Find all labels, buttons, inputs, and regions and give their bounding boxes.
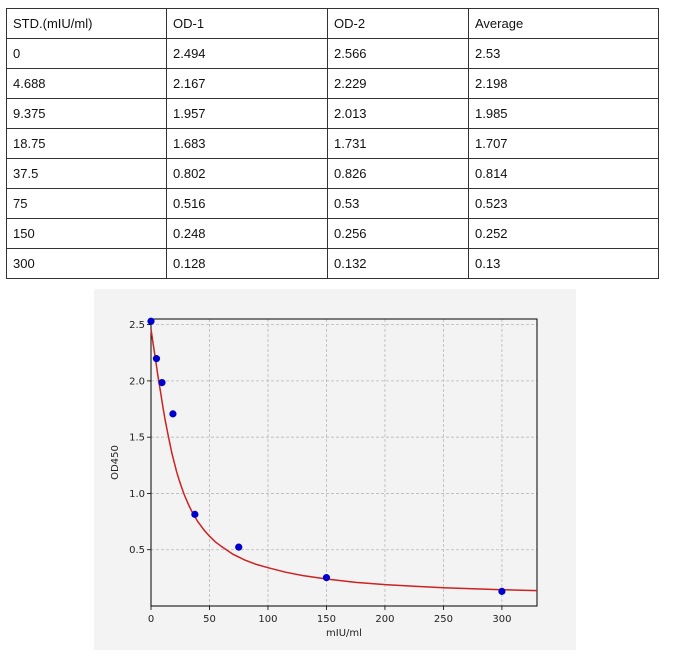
cell-od2: 0.256 — [327, 218, 469, 249]
standard-curve-table: STD.(mIU/ml) OD-1 OD-2 Average 0 2.494 2… — [6, 8, 659, 279]
y-tick-label: 2.5 — [129, 320, 145, 331]
table-row: 150 0.248 0.256 0.252 — [6, 218, 659, 249]
y-tick-label: 0.5 — [129, 545, 145, 556]
cell-average: 0.523 — [468, 188, 659, 219]
cell-average: 2.53 — [468, 38, 659, 69]
cell-od2: 0.132 — [327, 248, 469, 279]
cell-std: 0 — [6, 38, 167, 69]
data-point — [147, 317, 155, 325]
header-average: Average — [468, 8, 659, 39]
cell-od1: 1.683 — [166, 128, 328, 159]
cell-od1: 0.128 — [166, 248, 328, 279]
table-row: 18.75 1.683 1.731 1.707 — [6, 128, 659, 159]
fit-curve — [150, 328, 538, 592]
cell-average: 1.985 — [468, 98, 659, 129]
data-point — [191, 510, 199, 518]
table-row: 37.5 0.802 0.826 0.814 — [6, 158, 659, 189]
header-std: STD.(mIU/ml) — [6, 8, 167, 39]
cell-od1: 0.248 — [166, 218, 328, 249]
cell-od1: 1.957 — [166, 98, 328, 129]
cell-std: 300 — [6, 248, 167, 279]
table-row: 4.688 2.167 2.229 2.198 — [6, 68, 659, 99]
header-od1: OD-1 — [166, 8, 328, 39]
cell-std: 75 — [6, 188, 167, 219]
y-tick-label: 2.0 — [129, 376, 145, 387]
cell-od2: 0.826 — [327, 158, 469, 189]
cell-od1: 0.802 — [166, 158, 328, 189]
cell-od2: 1.731 — [327, 128, 469, 159]
table-header-row: STD.(mIU/ml) OD-1 OD-2 Average — [6, 8, 659, 39]
point-layer — [147, 317, 506, 595]
data-point — [235, 543, 243, 551]
cell-od2: 2.566 — [327, 38, 469, 69]
table-row: 300 0.128 0.132 0.13 — [6, 248, 659, 279]
tick-layer: 0 50 100 150 200 250 300 0.5 1.0 1.5 2.0 2.5 — [129, 320, 511, 625]
cell-std: 150 — [6, 218, 167, 249]
header-od2: OD-2 — [327, 8, 469, 39]
cell-average: 0.252 — [468, 218, 659, 249]
plot-frame — [150, 318, 538, 607]
x-tick-label: 300 — [492, 614, 511, 625]
data-point — [322, 574, 331, 582]
cell-std: 37.5 — [6, 158, 167, 189]
x-tick-label: 50 — [203, 614, 216, 625]
cell-od2: 2.229 — [327, 68, 469, 99]
cell-od2: 2.013 — [327, 98, 469, 129]
cell-std: 18.75 — [6, 128, 167, 159]
cell-od1: 0.516 — [166, 188, 328, 219]
data-point — [169, 410, 177, 418]
cell-average: 2.198 — [468, 68, 659, 99]
cell-average: 1.707 — [468, 128, 659, 159]
y-tick-label: 1.0 — [129, 489, 145, 500]
cell-od1: 2.167 — [166, 68, 328, 99]
y-tick-label: 1.5 — [129, 433, 145, 444]
x-tick-label: 250 — [434, 614, 453, 625]
x-tick-label: 200 — [375, 614, 394, 625]
data-point — [158, 378, 166, 387]
data-point — [152, 355, 161, 363]
table-row: 75 0.516 0.53 0.523 — [6, 188, 659, 219]
cell-average: 0.814 — [468, 158, 659, 189]
table-row: 0 2.494 2.566 2.53 — [6, 38, 659, 69]
table-row: 9.375 1.957 2.013 1.985 — [6, 98, 659, 129]
cell-average: 0.13 — [468, 248, 659, 279]
cell-od1: 2.494 — [166, 38, 328, 69]
x-tick-label: 150 — [317, 614, 336, 625]
y-axis-label: OD450 — [110, 445, 121, 480]
data-point — [498, 587, 506, 595]
x-axis-label: mIU/ml — [326, 628, 362, 639]
standard-curve-chart: 0 50 100 150 200 250 300 0.5 1.0 1.5 2.0 2.5 mIU/ml… — [94, 289, 576, 650]
x-tick-label: 100 — [258, 614, 277, 625]
grid-layer — [150, 319, 537, 606]
x-tick-label: 0 — [148, 614, 154, 625]
cell-od2: 0.53 — [327, 188, 469, 219]
chart-svg: 0 50 100 150 200 250 300 0.5 1.0 1.5 2.0 2.5 mIU/ml… — [110, 317, 538, 639]
cell-std: 4.688 — [6, 68, 167, 99]
cell-std: 9.375 — [6, 98, 167, 129]
